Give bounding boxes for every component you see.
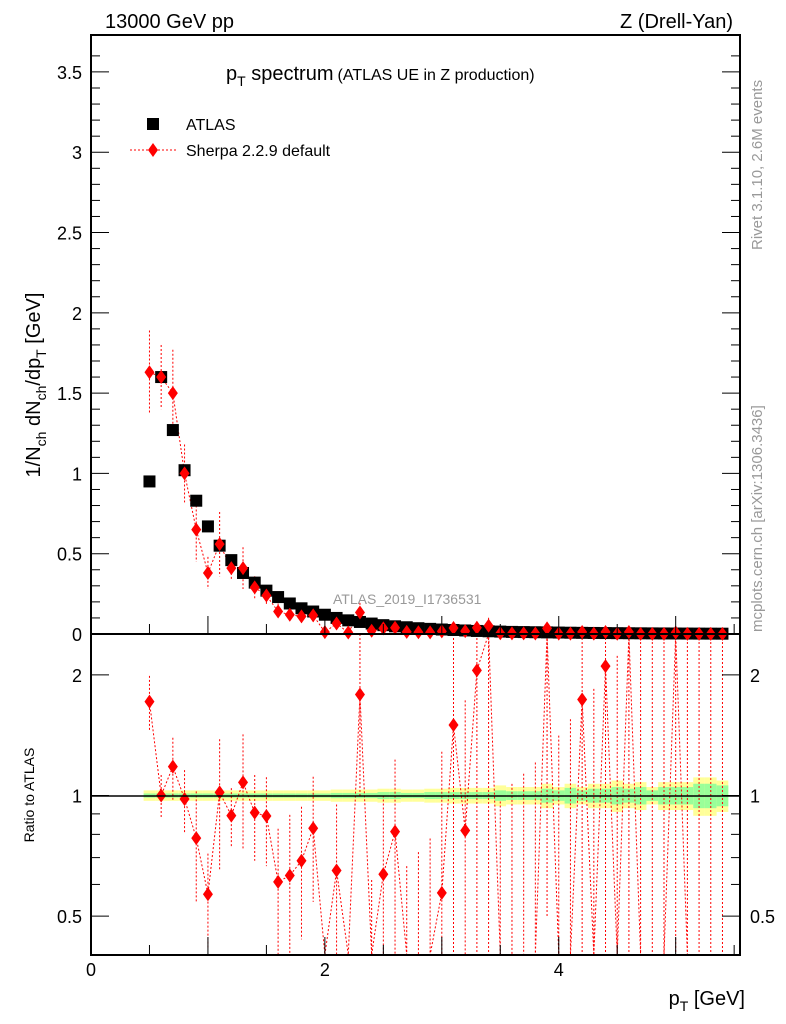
ratio-point <box>600 659 611 674</box>
x-axis-label: pT [GeV] <box>669 988 745 1014</box>
y-tick-label: 1 <box>72 464 82 484</box>
sherpa-point <box>191 522 202 537</box>
header-left: 13000 GeV pp <box>105 11 234 33</box>
sherpa-point <box>390 620 401 635</box>
y-tick-label: 3 <box>72 143 82 163</box>
sherpa-point <box>202 565 213 580</box>
ratio-point <box>390 824 401 839</box>
sherpa-point <box>308 608 319 623</box>
ratio-point <box>577 692 588 707</box>
sherpa-point <box>425 625 436 640</box>
sherpa-point <box>401 624 412 639</box>
sherpa-point <box>354 605 365 620</box>
y-axis-label: 1/Nch dNch/dpT [GeV] <box>23 293 49 478</box>
y-tick-label: 1.5 <box>57 384 82 404</box>
x-tick-label: 2 <box>320 960 330 980</box>
analysis-label: ATLAS_2019_I1736531 <box>333 591 482 607</box>
y-tick-label: 0.5 <box>57 545 82 565</box>
ratio-point <box>436 885 447 900</box>
sherpa-point <box>577 624 588 639</box>
plot-title: pT spectrum (ATLAS UE in Z production) <box>226 63 535 89</box>
y-tick-label: 2 <box>72 304 82 324</box>
ratio-point <box>273 874 284 889</box>
atlas-point <box>190 494 203 507</box>
ratio-frame <box>90 633 741 956</box>
atlas-point <box>342 614 355 627</box>
header-right: Z (Drell-Yan) <box>620 11 733 33</box>
atlas-point <box>318 608 331 621</box>
ratio-point <box>249 805 260 820</box>
atlas-point <box>353 615 366 628</box>
x-tick-label: 4 <box>554 960 564 980</box>
sherpa-point <box>167 386 178 401</box>
atlas-point <box>283 597 296 610</box>
ratio-point <box>144 694 155 709</box>
y-tick-label: 0 <box>72 625 82 645</box>
ratio-tick-label: 1 <box>72 787 82 807</box>
sherpa-point <box>343 625 354 640</box>
ratio-point <box>261 809 272 824</box>
ratio-point <box>354 687 365 702</box>
ratio-y-label: Ratio to ATLAS <box>21 748 37 843</box>
ratio-tick-label: 2 <box>72 666 82 686</box>
legend-sherpa-marker <box>148 143 158 157</box>
ratio-point <box>331 863 342 878</box>
sherpa-point <box>261 588 272 603</box>
ratio-point <box>460 823 471 838</box>
y-tick-label: 3.5 <box>57 63 82 83</box>
ratio-point <box>471 663 482 678</box>
atlas-point <box>166 424 179 437</box>
sherpa-point <box>413 625 424 640</box>
sherpa-point <box>600 625 611 640</box>
atlas-point <box>225 554 238 567</box>
ratio-point <box>202 887 213 902</box>
ratio-point <box>378 867 389 882</box>
sherpa-point <box>238 561 249 576</box>
sherpa-point <box>156 370 167 385</box>
sherpa-point <box>273 604 284 619</box>
legend-atlas-marker <box>147 118 159 130</box>
ratio-line <box>148 633 723 956</box>
ratio-tick-label-right: 1 <box>750 787 760 807</box>
ratio-point <box>226 808 237 823</box>
ratio-point <box>191 831 202 846</box>
sherpa-point <box>331 616 342 631</box>
atlas-point <box>365 617 378 630</box>
sherpa-point <box>296 609 307 624</box>
legend-sherpa-label: Sherpa 2.2.9 default <box>186 143 331 160</box>
sherpa-point <box>471 620 482 635</box>
mcplots-credit: mcplots.cern.ch [arXiv:1306.3436] <box>749 405 766 632</box>
sherpa-point <box>623 624 634 639</box>
sherpa-point <box>483 618 494 633</box>
sherpa-point <box>226 561 237 576</box>
atlas-point <box>143 475 156 488</box>
ratio-point <box>284 868 295 883</box>
sherpa-point <box>284 607 295 622</box>
atlas-point <box>201 520 214 533</box>
sherpa-point <box>179 466 190 481</box>
ratio-tick-label-right: 2 <box>750 666 760 686</box>
sherpa-point <box>249 580 260 595</box>
ratio-point <box>308 821 319 836</box>
ratio-tick-label: 0.5 <box>57 907 82 927</box>
ratio-point <box>167 759 178 774</box>
sherpa-point <box>542 621 553 636</box>
sherpa-point <box>214 537 225 552</box>
legend-atlas-label: ATLAS <box>186 117 236 134</box>
ratio-point <box>448 717 459 732</box>
x-tick-label: 0 <box>86 960 96 980</box>
sherpa-point <box>144 365 155 380</box>
atlas-point <box>272 591 285 604</box>
ratio-point <box>238 775 249 790</box>
sherpa-point <box>448 620 459 635</box>
rivet-version: Rivet 3.1.10, 2.6M events <box>749 80 766 250</box>
y-tick-label: 2.5 <box>57 224 82 244</box>
ratio-point <box>296 853 307 868</box>
atlas-point <box>295 602 308 615</box>
ratio-tick-label-right: 0.5 <box>750 907 775 927</box>
